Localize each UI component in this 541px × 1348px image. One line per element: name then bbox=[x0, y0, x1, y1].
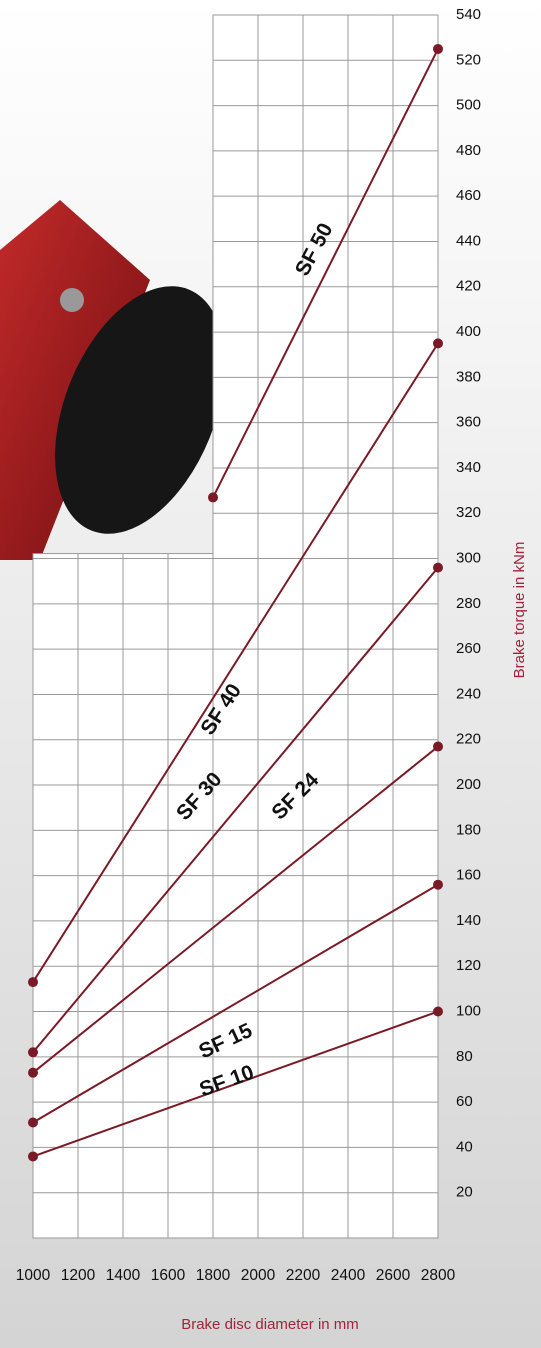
x-tick-label: 1400 bbox=[106, 1267, 141, 1284]
y-tick-label: 200 bbox=[456, 776, 481, 793]
series-line bbox=[212, 48, 439, 498]
x-axis-label: Brake disc diameter in mm bbox=[181, 1316, 359, 1333]
x-tick-label: 2400 bbox=[331, 1267, 366, 1284]
y-tick-label: 460 bbox=[456, 187, 481, 204]
data-point bbox=[433, 741, 443, 752]
x-tick-label: 1600 bbox=[151, 1267, 186, 1284]
x-tick-label: 2600 bbox=[376, 1267, 411, 1284]
y-tick-label: 100 bbox=[456, 1002, 481, 1019]
x-tick-label: 2800 bbox=[421, 1267, 456, 1284]
y-tick-label: 300 bbox=[456, 550, 481, 567]
y-tick-label: 480 bbox=[456, 142, 481, 159]
y-tick-label: 500 bbox=[456, 97, 481, 114]
data-point bbox=[433, 1006, 443, 1017]
y-tick-label: 180 bbox=[456, 821, 481, 838]
y-tick-label: 260 bbox=[456, 640, 481, 657]
data-point bbox=[208, 492, 218, 503]
series-line bbox=[32, 745, 439, 1074]
y-tick-label: 360 bbox=[456, 414, 481, 431]
y-tick-label: 80 bbox=[456, 1048, 473, 1065]
y-tick-label: 240 bbox=[456, 685, 481, 702]
y-tick-label: 280 bbox=[456, 595, 481, 612]
y-tick-label: 220 bbox=[456, 731, 481, 748]
x-tick-label: 2200 bbox=[286, 1267, 321, 1284]
y-tick-label: 120 bbox=[456, 957, 481, 974]
y-tick-label: 420 bbox=[456, 278, 481, 295]
x-tick-label: 1000 bbox=[16, 1267, 51, 1284]
x-tick-label: 1800 bbox=[196, 1267, 231, 1284]
data-point bbox=[28, 1047, 38, 1058]
data-point bbox=[28, 1067, 38, 1078]
y-tick-label: 340 bbox=[456, 459, 481, 476]
data-point bbox=[28, 977, 38, 988]
data-point bbox=[433, 562, 443, 573]
series-line bbox=[32, 342, 439, 983]
grid-area bbox=[212, 14, 439, 1239]
data-point bbox=[433, 338, 443, 349]
y-axis-label: Brake torque in kNm bbox=[511, 542, 528, 679]
data-point bbox=[433, 43, 443, 54]
y-tick-label: 320 bbox=[456, 504, 481, 521]
y-tick-label: 160 bbox=[456, 867, 481, 884]
data-point bbox=[28, 1117, 38, 1128]
x-tick-label: 2000 bbox=[241, 1267, 276, 1284]
y-tick-label: 20 bbox=[456, 1184, 473, 1201]
y-tick-label: 140 bbox=[456, 912, 481, 929]
y-tick-label: 40 bbox=[456, 1138, 473, 1155]
series-line bbox=[32, 566, 439, 1053]
y-tick-label: 380 bbox=[456, 368, 481, 385]
y-tick-label: 60 bbox=[456, 1093, 473, 1110]
y-tick-label: 540 bbox=[456, 6, 481, 23]
data-point bbox=[433, 879, 443, 890]
series-line bbox=[32, 883, 439, 1124]
data-point bbox=[28, 1151, 38, 1162]
y-tick-label: 520 bbox=[456, 51, 481, 68]
series-line bbox=[32, 1010, 439, 1158]
y-tick-label: 400 bbox=[456, 323, 481, 340]
y-tick-label: 440 bbox=[456, 232, 481, 249]
product-photo bbox=[0, 200, 225, 560]
x-tick-label: 1200 bbox=[61, 1267, 96, 1284]
